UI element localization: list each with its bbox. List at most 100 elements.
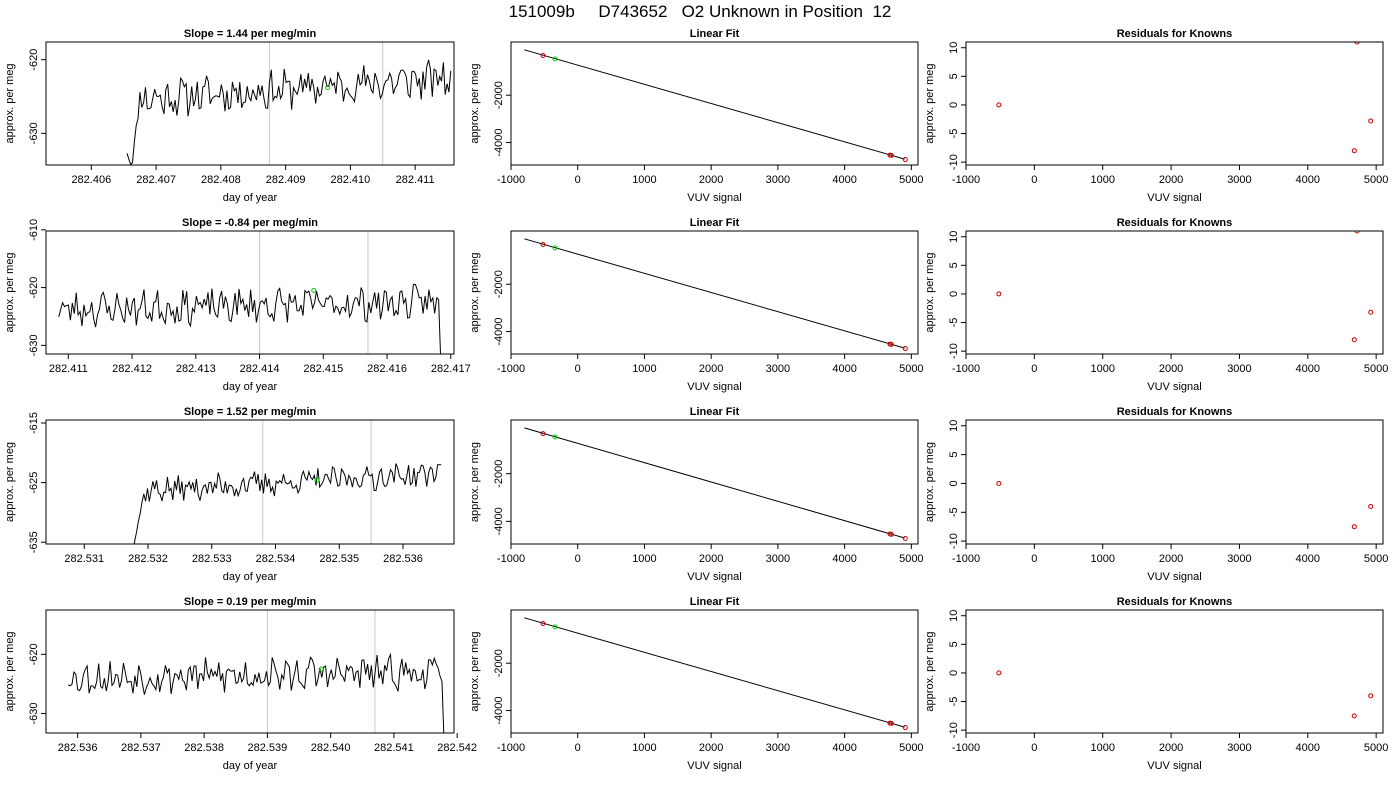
x-axis-label: VUV signal	[1147, 381, 1201, 393]
panel-residuals-row-1: Residuals for Knowns VUV signal approx. pe…	[924, 28, 1388, 204]
signal-trace-line	[58, 283, 441, 354]
x-tick-label: 1000	[632, 174, 656, 186]
x-tick-label: 2000	[699, 742, 723, 754]
x-tick-label: 3000	[766, 363, 790, 375]
residual-point	[996, 102, 1002, 108]
y-tick-label: -4000	[493, 507, 505, 535]
x-tick-label: 4000	[1296, 174, 1320, 186]
residual-point	[1368, 118, 1374, 124]
plot-frame	[510, 41, 919, 166]
x-tick-label: 0	[1031, 742, 1037, 754]
x-tick-label: 3000	[1227, 363, 1251, 375]
y-tick-label: -4000	[493, 696, 505, 724]
y-axis-label: approx. per meg	[469, 63, 481, 143]
x-tick-label: -1000	[952, 363, 980, 375]
y-tick-label: -615	[28, 412, 40, 434]
fit-line	[524, 617, 905, 728]
x-axis-label: VUV signal	[1147, 571, 1201, 583]
x-tick-label: 282.415	[303, 363, 343, 375]
y-tick-label: 5	[948, 452, 960, 458]
known-point	[540, 620, 546, 626]
plot-area	[524, 238, 908, 352]
x-tick-label: 3000	[766, 174, 790, 186]
x-tick-label: 0	[575, 363, 581, 375]
x-tick-label: 1000	[632, 553, 656, 565]
panel-title: Slope = 0.19 per meg/min	[184, 596, 317, 608]
x-tick-label: -1000	[497, 174, 525, 186]
y-tick-label: -2000	[493, 81, 505, 109]
x-tick-label: 282.410	[330, 174, 370, 186]
plot-frame	[965, 419, 1384, 545]
panel-fit-row-2: Linear Fit VUV signal approx. per meg -1000…	[469, 217, 924, 393]
x-tick-label: 2000	[699, 174, 723, 186]
residual-point	[996, 291, 1002, 297]
signal-trace-line	[133, 463, 442, 544]
x-tick-label: 4000	[832, 742, 856, 754]
panel-residuals-row-2: Residuals for Knowns VUV signal approx. pe…	[924, 217, 1388, 393]
x-tick-label: 0	[1031, 174, 1037, 186]
known-point	[540, 241, 546, 247]
x-tick-label: 4000	[832, 553, 856, 565]
plot-area	[524, 49, 908, 163]
y-axis-label: approx. per meg	[469, 252, 481, 332]
x-tick-label: 282.538	[184, 742, 224, 754]
residual-point	[1368, 693, 1374, 699]
y-axis-label: approx. per meg	[4, 442, 16, 522]
known-point	[902, 725, 908, 731]
y-axis-label: approx. per meg	[924, 442, 936, 522]
plot-area	[133, 420, 442, 544]
known-point	[888, 341, 894, 347]
y-axis-label: approx. per meg	[924, 252, 936, 332]
known-point	[540, 431, 546, 437]
x-tick-label: 282.411	[49, 363, 88, 375]
panel-title: Linear Fit	[690, 28, 740, 40]
residual-point	[1354, 42, 1360, 45]
x-axis-label: VUV signal	[687, 571, 741, 583]
y-tick-label: 0	[948, 291, 960, 297]
y-tick-label: -5	[948, 129, 960, 139]
known-point	[902, 536, 908, 542]
y-tick-label: 5	[948, 262, 960, 268]
y-tick-label: 0	[948, 480, 960, 486]
y-tick-label: 0	[948, 670, 960, 676]
y-tick-label: -2000	[493, 460, 505, 488]
x-tick-label: 5000	[899, 174, 923, 186]
plot-frame	[45, 41, 455, 166]
residual-point	[996, 480, 1002, 486]
x-tick-label: 1000	[1090, 553, 1114, 565]
x-tick-label: 282.406	[71, 174, 111, 186]
residual-point	[1368, 504, 1374, 510]
plot-frame	[965, 41, 1384, 166]
figure-title: 151009b D743652 O2 Unknown in Position 1…	[508, 2, 892, 21]
x-tick-label: 282.531	[64, 553, 104, 565]
x-tick-label: 2000	[1159, 363, 1183, 375]
x-tick-label: 282.536	[58, 742, 98, 754]
x-tick-label: 2000	[1159, 174, 1183, 186]
x-tick-label: 282.534	[256, 553, 296, 565]
y-tick-label: -5	[948, 507, 960, 517]
y-tick-label: 5	[948, 73, 960, 79]
panel-fit-row-4: Linear Fit VUV signal approx. per meg -1000…	[469, 596, 924, 772]
x-tick-label: 1000	[632, 742, 656, 754]
x-tick-label: 3000	[1227, 553, 1251, 565]
y-tick-label: -630	[28, 334, 40, 356]
y-tick-label: -2000	[493, 649, 505, 677]
y-axis-label: approx. per meg	[4, 252, 16, 332]
x-tick-label: 4000	[832, 363, 856, 375]
plot-area	[996, 42, 1374, 154]
x-tick-label: -1000	[952, 553, 980, 565]
x-tick-label: 282.412	[112, 363, 152, 375]
unknown-mean-marker	[325, 85, 331, 91]
x-axis-label: VUV signal	[1147, 760, 1201, 772]
plot-frame	[510, 419, 919, 545]
x-tick-label: 2000	[1159, 742, 1183, 754]
x-tick-label: -1000	[497, 553, 525, 565]
x-tick-label: 5000	[1364, 742, 1388, 754]
plot-area	[67, 610, 445, 733]
x-axis-label: VUV signal	[687, 381, 741, 393]
x-tick-label: 1000	[1090, 174, 1114, 186]
panel-time-series-row-2: Slope = -0.84 per meg/min day of year appr…	[4, 217, 471, 393]
panel-fit-row-3: Linear Fit VUV signal approx. per meg -1000…	[469, 406, 924, 583]
y-tick-label: -10	[948, 154, 960, 170]
y-tick-label: -5	[948, 318, 960, 328]
